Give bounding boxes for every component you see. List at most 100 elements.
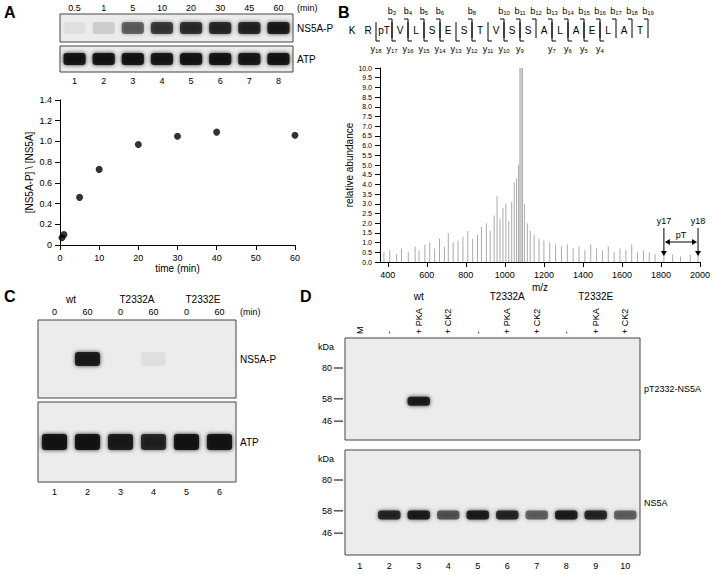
svg-text:1: 1: [101, 3, 106, 13]
svg-text:3: 3: [118, 487, 123, 497]
svg-text:20: 20: [186, 3, 196, 13]
svg-text:3: 3: [416, 561, 421, 571]
svg-text:1200: 1200: [534, 270, 554, 280]
svg-text:0.6: 0.6: [39, 178, 52, 188]
svg-text:1.4: 1.4: [39, 95, 52, 105]
svg-text:17: 17: [391, 48, 398, 54]
svg-text:5: 5: [130, 3, 135, 13]
svg-text:11: 11: [487, 48, 494, 54]
svg-text:80: 80: [322, 363, 332, 373]
svg-text:7: 7: [534, 561, 539, 571]
svg-text:1.0: 1.0: [362, 239, 372, 246]
svg-text:14: 14: [567, 10, 574, 16]
svg-text:3.0: 3.0: [362, 200, 372, 207]
svg-text:wt: wt: [413, 291, 424, 302]
svg-text:30: 30: [215, 3, 225, 13]
svg-text:8: 8: [473, 10, 477, 16]
svg-text:3: 3: [130, 76, 135, 86]
svg-text:NS5A: NS5A: [644, 498, 668, 508]
svg-text:12: 12: [535, 10, 542, 16]
svg-text:m/z: m/z: [532, 282, 548, 293]
svg-text:8.5: 8.5: [362, 94, 372, 101]
svg-text:9: 9: [593, 561, 598, 571]
svg-text:L: L: [413, 25, 419, 36]
svg-text:+ PKA: + PKA: [502, 308, 512, 334]
svg-text:1.2: 1.2: [39, 116, 52, 126]
svg-text:1.0: 1.0: [39, 136, 52, 146]
svg-text:7: 7: [553, 48, 557, 54]
svg-text:5.5: 5.5: [362, 152, 372, 159]
svg-text:19: 19: [647, 10, 654, 16]
svg-text:6: 6: [569, 48, 573, 54]
svg-text:9: 9: [521, 48, 525, 54]
svg-text:14: 14: [439, 48, 446, 54]
svg-text:5.0: 5.0: [362, 162, 372, 169]
svg-text:NS5A-P: NS5A-P: [297, 23, 333, 34]
svg-text:R: R: [364, 25, 371, 36]
svg-text:ATP: ATP: [297, 54, 316, 65]
svg-text:1800: 1800: [651, 270, 671, 280]
svg-text:4: 4: [601, 48, 605, 54]
svg-text:9.5: 9.5: [362, 74, 372, 81]
svg-text:S: S: [429, 25, 436, 36]
svg-text:16: 16: [599, 10, 606, 16]
svg-text:12: 12: [471, 48, 478, 54]
svg-text:+ CK2: + CK2: [532, 309, 542, 334]
svg-text:17: 17: [615, 10, 622, 16]
svg-text:0.4: 0.4: [39, 199, 52, 209]
svg-text:pT: pT: [676, 230, 687, 240]
svg-text:10: 10: [503, 10, 510, 16]
svg-text:58: 58: [322, 506, 332, 516]
svg-text:D: D: [300, 288, 312, 305]
svg-text:[NS5A-P] \ [NS5A]: [NS5A-P] \ [NS5A]: [24, 131, 35, 213]
svg-text:0: 0: [184, 307, 189, 317]
svg-text:K: K: [349, 25, 356, 36]
svg-text:8: 8: [276, 76, 281, 86]
svg-text:16: 16: [407, 48, 414, 54]
svg-text:+ CK2: + CK2: [620, 309, 630, 334]
svg-text:10: 10: [94, 253, 104, 263]
svg-text:L: L: [605, 25, 611, 36]
svg-text:1: 1: [357, 561, 362, 571]
svg-text:6: 6: [441, 10, 445, 16]
svg-text:2.5: 2.5: [362, 210, 372, 217]
svg-text:4.5: 4.5: [362, 171, 372, 178]
svg-text:5: 5: [189, 76, 194, 86]
svg-text:20: 20: [133, 253, 143, 263]
svg-text:NS5A-P: NS5A-P: [240, 354, 276, 365]
svg-text:18: 18: [375, 48, 382, 54]
svg-text:80: 80: [322, 475, 332, 485]
svg-text:T2332A: T2332A: [119, 294, 154, 305]
svg-text:0.5: 0.5: [68, 3, 81, 13]
svg-text:6.5: 6.5: [362, 132, 372, 139]
svg-text:A: A: [573, 25, 580, 36]
svg-text:7.5: 7.5: [362, 113, 372, 120]
svg-text:wt: wt: [65, 294, 76, 305]
svg-text:T: T: [477, 25, 483, 36]
svg-text:5: 5: [184, 487, 189, 497]
svg-text:1: 1: [52, 487, 57, 497]
svg-text:46: 46: [322, 528, 332, 538]
svg-text:5: 5: [425, 10, 429, 16]
svg-text:45: 45: [244, 3, 254, 13]
svg-text:(min): (min): [297, 3, 318, 13]
svg-text:0: 0: [57, 253, 62, 263]
svg-text:+ PKA: + PKA: [591, 308, 601, 334]
svg-text:40: 40: [212, 253, 222, 263]
svg-text:4: 4: [151, 487, 156, 497]
svg-text:15: 15: [423, 48, 430, 54]
svg-text:ATP: ATP: [240, 437, 259, 448]
svg-text:6: 6: [217, 487, 222, 497]
svg-text:(min): (min): [240, 307, 261, 317]
svg-text:+ PKA: + PKA: [414, 308, 424, 334]
svg-text:9.0: 9.0: [362, 84, 372, 91]
svg-text:kDa: kDa: [318, 454, 334, 464]
svg-text:E: E: [589, 25, 596, 36]
svg-text:3.5: 3.5: [362, 191, 372, 198]
svg-text:1600: 1600: [612, 270, 632, 280]
svg-text:7.0: 7.0: [362, 123, 372, 130]
svg-text:0.5: 0.5: [362, 249, 372, 256]
svg-text:3: 3: [393, 10, 397, 16]
svg-text:6.0: 6.0: [362, 142, 372, 149]
svg-text:11: 11: [519, 10, 526, 16]
